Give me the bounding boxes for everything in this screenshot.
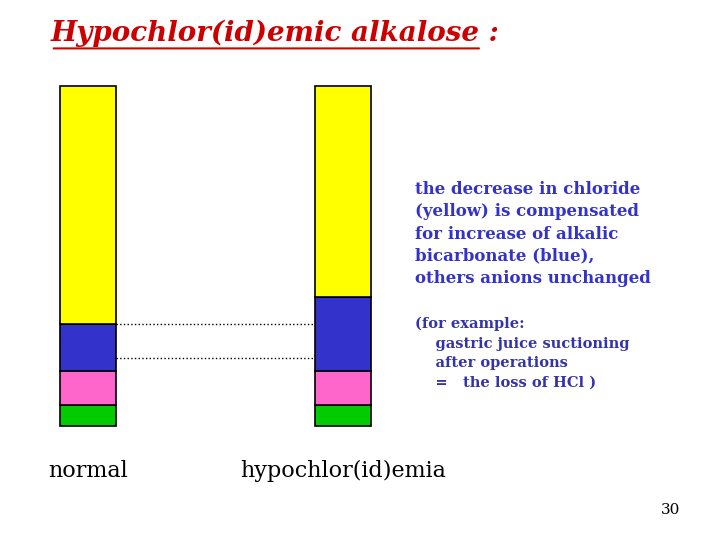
- Text: Hypochlor(id)emic alkalose :: Hypochlor(id)emic alkalose :: [51, 19, 500, 46]
- Text: hypochlor(id)emia: hypochlor(id)emia: [240, 460, 446, 482]
- Bar: [60, 372, 116, 406]
- Text: the decrease in chloride
(yellow) is compensated
for increase of alkalic
bicarbo: the decrease in chloride (yellow) is com…: [415, 181, 651, 287]
- Text: normal: normal: [48, 460, 128, 482]
- Bar: [315, 406, 372, 426]
- Bar: [60, 86, 116, 324]
- Bar: [60, 324, 116, 372]
- Bar: [315, 296, 372, 372]
- Bar: [315, 86, 372, 296]
- Bar: [60, 406, 116, 426]
- Text: 30: 30: [661, 503, 680, 517]
- Bar: [315, 372, 372, 406]
- Text: (for example:
    gastric juice suctioning
    after operations
    =   the loss: (for example: gastric juice suctioning a…: [415, 317, 629, 390]
